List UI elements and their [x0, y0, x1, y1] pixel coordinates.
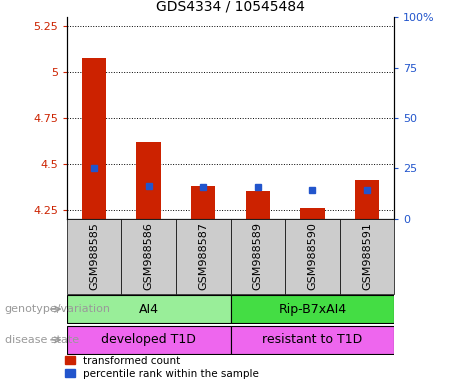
Bar [340, 219, 394, 294]
Text: developed T1D: developed T1D [101, 333, 196, 346]
Text: genotype/variation: genotype/variation [5, 304, 111, 314]
Bar [136, 142, 161, 219]
Bar [191, 186, 215, 219]
Bar [230, 326, 394, 354]
Text: GSM988586: GSM988586 [144, 222, 154, 290]
Text: GSM988590: GSM988590 [307, 222, 317, 290]
Bar [300, 208, 325, 219]
Text: GSM988585: GSM988585 [89, 222, 99, 290]
Bar [82, 58, 106, 219]
Bar [67, 219, 121, 294]
Text: GSM988591: GSM988591 [362, 222, 372, 290]
Bar [176, 219, 230, 294]
Title: GDS4334 / 10545484: GDS4334 / 10545484 [156, 0, 305, 13]
Bar [121, 219, 176, 294]
Text: Rip-B7xAI4: Rip-B7xAI4 [278, 303, 346, 316]
Text: GSM988587: GSM988587 [198, 222, 208, 290]
Bar [246, 191, 270, 219]
Bar [355, 180, 379, 219]
Bar [230, 295, 394, 323]
Bar [67, 326, 230, 354]
Text: GSM988589: GSM988589 [253, 222, 263, 290]
Legend: transformed count, percentile rank within the sample: transformed count, percentile rank withi… [65, 356, 259, 379]
Text: disease state: disease state [5, 335, 79, 345]
Bar [230, 219, 285, 294]
Bar [67, 295, 230, 323]
Text: resistant to T1D: resistant to T1D [262, 333, 362, 346]
Text: AI4: AI4 [139, 303, 159, 316]
Bar [285, 219, 340, 294]
